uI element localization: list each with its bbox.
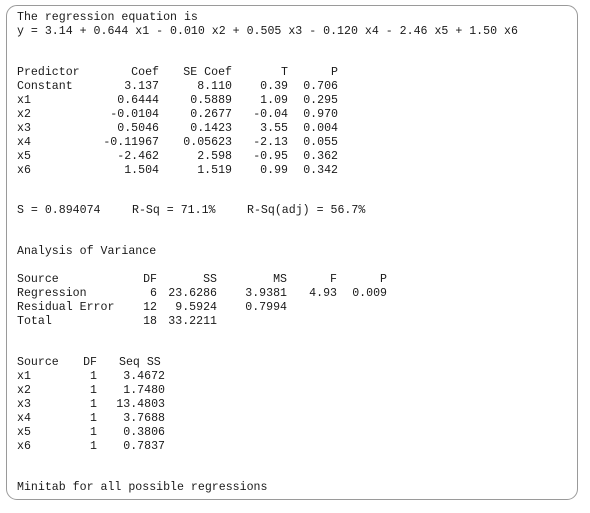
seq-cell-seq-ss: 0.3806 xyxy=(123,426,165,439)
seq-cell-seq-ss: 3.4672 xyxy=(123,370,165,383)
anova-cell-ss: 33.2211 xyxy=(168,315,217,328)
anova-cell-ms: 0.7994 xyxy=(245,301,287,314)
anova-cell-ms: 3.9381 xyxy=(245,287,287,300)
anova-cell-source: Total xyxy=(17,315,52,328)
cell-t: 0.99 xyxy=(260,164,288,177)
cell-p: 0.055 xyxy=(303,136,338,149)
equation-formula: y = 3.14 + 0.644 x1 - 0.010 x2 + 0.505 x… xyxy=(17,25,518,38)
anova-cell-f: 4.93 xyxy=(309,287,337,300)
seq-cell-df: 1 xyxy=(90,440,97,453)
anova-header-source: Source xyxy=(17,273,59,286)
cell-se-coef: 0.2677 xyxy=(190,108,232,121)
equation-heading: The regression equation is xyxy=(17,11,198,24)
cell-predictor: x3 xyxy=(17,122,31,135)
header-predictor: Predictor xyxy=(17,66,80,79)
cell-predictor: x5 xyxy=(17,150,31,163)
seq-header-df: DF xyxy=(83,356,97,369)
anova-title: Analysis of Variance xyxy=(17,245,157,258)
r-sq-adj-value: R-Sq(adj) = 56.7% xyxy=(247,204,366,217)
cell-se-coef: 1.519 xyxy=(197,164,232,177)
header-t: T xyxy=(281,66,288,79)
anova-header-df: DF xyxy=(143,273,157,286)
seq-cell-source: x2 xyxy=(17,384,31,397)
seq-cell-source: x6 xyxy=(17,440,31,453)
seq-cell-seq-ss: 1.7480 xyxy=(123,384,165,397)
cell-predictor: x2 xyxy=(17,108,31,121)
cell-p: 0.706 xyxy=(303,80,338,93)
seq-header-seq-ss: Seq SS xyxy=(119,356,161,369)
seq-cell-source: x3 xyxy=(17,398,31,411)
header-coef: Coef xyxy=(131,66,159,79)
cell-se-coef: 0.1423 xyxy=(190,122,232,135)
anova-header-row: Source DF SS MS F P xyxy=(17,273,387,287)
anova-header-p: P xyxy=(380,273,387,286)
cell-coef: -0.11967 xyxy=(103,136,159,149)
minitab-output-panel: The regression equation is y = 3.14 + 0.… xyxy=(6,5,578,500)
cell-se-coef: 2.598 xyxy=(197,150,232,163)
cell-coef: -0.0104 xyxy=(110,108,159,121)
seq-ss-header-row: Source DF Seq SS xyxy=(17,356,161,370)
cell-t: -0.04 xyxy=(253,108,288,121)
anova-cell-df: 18 xyxy=(143,315,157,328)
seq-cell-seq-ss: 0.7837 xyxy=(123,440,165,453)
cell-coef: -2.462 xyxy=(117,150,159,163)
anova-cell-source: Regression xyxy=(17,287,87,300)
anova-cell-source: Residual Error xyxy=(17,301,115,314)
seq-ss-table: Source DF Seq SS x1 1 3.4672 x2 1 1.7480 x3 1 13… xyxy=(7,356,577,461)
cell-t: 0.39 xyxy=(260,80,288,93)
cell-coef: 1.504 xyxy=(124,164,159,177)
cell-p: 0.362 xyxy=(303,150,338,163)
anova-cell-df: 12 xyxy=(143,301,157,314)
seq-cell-df: 1 xyxy=(90,370,97,383)
cell-se-coef: 0.05623 xyxy=(183,136,232,149)
anova-cell-ss: 23.6286 xyxy=(168,287,217,300)
footer-caption: Minitab for all possible regressions xyxy=(17,481,268,494)
anova-cell-p: 0.009 xyxy=(352,287,387,300)
coefficients-table: Predictor Coef SE Coef T P Constant 3.137… xyxy=(7,66,577,177)
seq-header-source: Source xyxy=(17,356,59,369)
header-se-coef: SE Coef xyxy=(183,66,232,79)
cell-se-coef: 8.110 xyxy=(197,80,232,93)
seq-cell-source: x4 xyxy=(17,412,31,425)
cell-predictor: x6 xyxy=(17,164,31,177)
r-sq-value: R-Sq = 71.1% xyxy=(132,204,216,217)
seq-cell-seq-ss: 3.7688 xyxy=(123,412,165,425)
seq-cell-df: 1 xyxy=(90,384,97,397)
anova-cell-ss: 9.5924 xyxy=(175,301,217,314)
cell-t: -2.13 xyxy=(253,136,288,149)
cell-coef: 3.137 xyxy=(124,80,159,93)
cell-p: 0.004 xyxy=(303,122,338,135)
anova-table: Source DF SS MS F P Regression 6 23.6286 3.… xyxy=(7,273,577,344)
cell-p: 0.342 xyxy=(303,164,338,177)
seq-cell-source: x1 xyxy=(17,370,31,383)
seq-cell-df: 1 xyxy=(90,426,97,439)
cell-predictor: x1 xyxy=(17,94,31,107)
anova-header-ss: SS xyxy=(203,273,217,286)
coefficients-header-row: Predictor Coef SE Coef T P xyxy=(17,66,338,80)
cell-t: 3.55 xyxy=(260,122,288,135)
header-p: P xyxy=(331,66,338,79)
cell-p: 0.295 xyxy=(303,94,338,107)
cell-se-coef: 0.5889 xyxy=(190,94,232,107)
cell-t: -0.95 xyxy=(253,150,288,163)
seq-cell-seq-ss: 13.4803 xyxy=(116,398,165,411)
seq-cell-df: 1 xyxy=(90,412,97,425)
anova-header-f: F xyxy=(330,273,337,286)
cell-predictor: x4 xyxy=(17,136,31,149)
anova-header-ms: MS xyxy=(273,273,287,286)
anova-cell-df: 6 xyxy=(150,287,157,300)
cell-coef: 0.5046 xyxy=(117,122,159,135)
cell-coef: 0.6444 xyxy=(117,94,159,107)
model-summary-row: S = 0.894074 R-Sq = 71.1% R-Sq(adj) = 56… xyxy=(17,204,365,218)
cell-t: 1.09 xyxy=(260,94,288,107)
s-value: S = 0.894074 xyxy=(17,204,101,217)
cell-predictor: Constant xyxy=(17,80,73,93)
seq-cell-source: x5 xyxy=(17,426,31,439)
cell-p: 0.970 xyxy=(303,108,338,121)
seq-cell-df: 1 xyxy=(90,398,97,411)
